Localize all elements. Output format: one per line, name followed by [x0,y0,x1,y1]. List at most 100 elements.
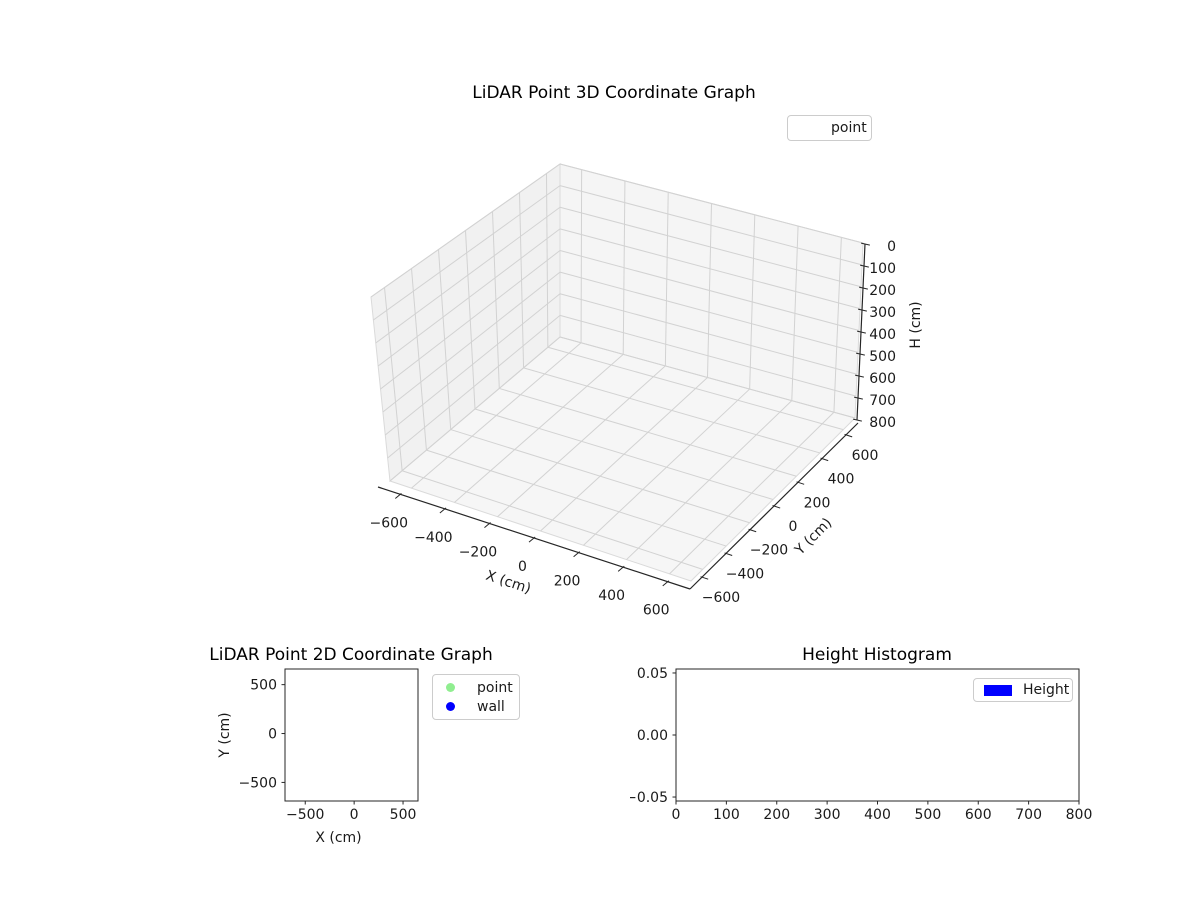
chart2d-legend-row-wall: wall [433,698,519,716]
chart2d-legend-label-wall: wall [477,698,505,715]
chart3d-legend-label-point: point [831,120,867,136]
chart3d-axes-canvas: −600−400−2000200400600−600−400−200020040… [370,163,924,619]
y-tick-label: 600 [852,448,879,464]
y-axis-title: Y (cm) [791,515,835,559]
x-tick-mark [394,492,402,499]
gridline-x [749,214,756,390]
gridline-x [540,377,708,532]
y-tick-label: −400 [726,566,764,582]
x-tick-label: 400 [598,588,625,604]
z-tick-mark [856,352,865,356]
z-tick-label: 0 [887,239,896,255]
y-tick-label: 400 [828,472,855,488]
gridline-x [833,237,842,413]
y-axis-title: Y (cm) [217,712,233,758]
z-tick-label: 200 [869,283,896,299]
chart2d-axes-canvas: −500 0 500 500 0 −500 X (cm) Y (cm) [217,668,419,846]
x-tick-label: 800 [1066,807,1093,823]
y-tick-mark [748,528,757,533]
x-tick-label: 0 [518,559,527,575]
chart2d-legend-label-point: point [477,679,513,696]
gridline-x [626,400,793,560]
x-tick-mark [617,565,625,572]
gridline-x [497,365,666,518]
x-tick-label: 500 [915,807,942,823]
gridline-x [454,353,624,503]
gridline-y [384,287,403,471]
z-tick-mark [860,264,869,268]
legend-marker-blank-icon [788,123,824,133]
y-tick-label: −600 [702,590,740,606]
z-tick-mark [859,286,868,290]
x-tick-mark [484,522,491,528]
x-tick-label: −600 [370,515,408,531]
x-tick-label: 600 [643,603,670,619]
y-tick-mark [772,505,781,509]
y-tick-mark [724,552,733,556]
y-tick-label: 500 [250,678,277,694]
gridline-y [411,268,427,451]
gridline-x [707,203,712,378]
z-tick-label: 500 [869,349,896,365]
z-tick-mark [855,374,864,378]
hist-legend-label-height: Height [1023,682,1070,698]
x-tick-mark [439,507,447,514]
chart3d-legend: point [787,115,872,141]
x-tick-label: 600 [965,807,992,823]
legend-marker-height-icon [984,684,1012,696]
chart2d-legend: point wall [432,674,520,720]
x-tick-label: 500 [390,807,417,823]
y-tick-label: 0 [268,727,277,743]
z-tick-mark [857,330,866,334]
z-axis-title: H (cm) [908,301,924,348]
y-tick-label: −500 [239,775,277,791]
gridlines [370,163,864,575]
y-tick-mark [796,481,805,485]
y-tick-label: −200 [750,543,788,559]
y-tick-label: −0.05 [630,790,668,806]
x-tick-label: 400 [864,807,891,823]
gridline-y [465,230,476,410]
hist-legend: Height [973,678,1073,702]
z-tick-label: 800 [869,415,896,431]
plot-area [284,668,419,802]
x-tick-label: 0 [672,807,681,823]
gridline-y [546,173,549,348]
x-tick-label: 200 [554,574,581,590]
gridline-x [411,342,582,489]
y-tick-label: 0 [789,519,798,535]
gridline-x [580,169,583,343]
y-tick-label: 0.05 [637,666,668,682]
y-tick-label: 200 [804,495,831,511]
chart2d-title: LiDAR Point 2D Coordinate Graph [209,645,493,665]
x-tick-mark [573,551,581,558]
hist-title: Height Histogram [802,645,952,665]
z-tick-label: 100 [869,261,896,277]
x-tick-label: 0 [350,807,359,823]
gridline-y [492,211,500,389]
gridline-x [791,226,799,401]
y-tick-mark [844,433,853,438]
z-tick-label: 300 [869,305,896,321]
z-tick-label: 600 [869,371,896,387]
x-axis-title: X (cm) [315,830,361,846]
x-tick-label: −200 [459,544,497,560]
gridline-x [669,411,835,575]
x-tick-mark [528,536,536,543]
legend-marker-wall-icon [446,702,455,711]
gridline-y [519,192,525,368]
y-tick-label: 0.00 [637,728,668,744]
z-tick-mark [853,418,862,422]
x-tick-mark [662,580,670,587]
x-tick-label: 100 [713,807,740,823]
legend-marker-point-icon [446,683,455,692]
gridline-x [664,192,669,366]
gridline-y [438,249,452,430]
x-tick-label: 200 [763,807,790,823]
x-tick-label: 300 [814,807,841,823]
x-tick-label: 700 [1015,807,1042,823]
x-tick-label: −400 [414,530,452,546]
z-tick-label: 700 [869,393,896,409]
y-tick-mark [820,457,829,462]
